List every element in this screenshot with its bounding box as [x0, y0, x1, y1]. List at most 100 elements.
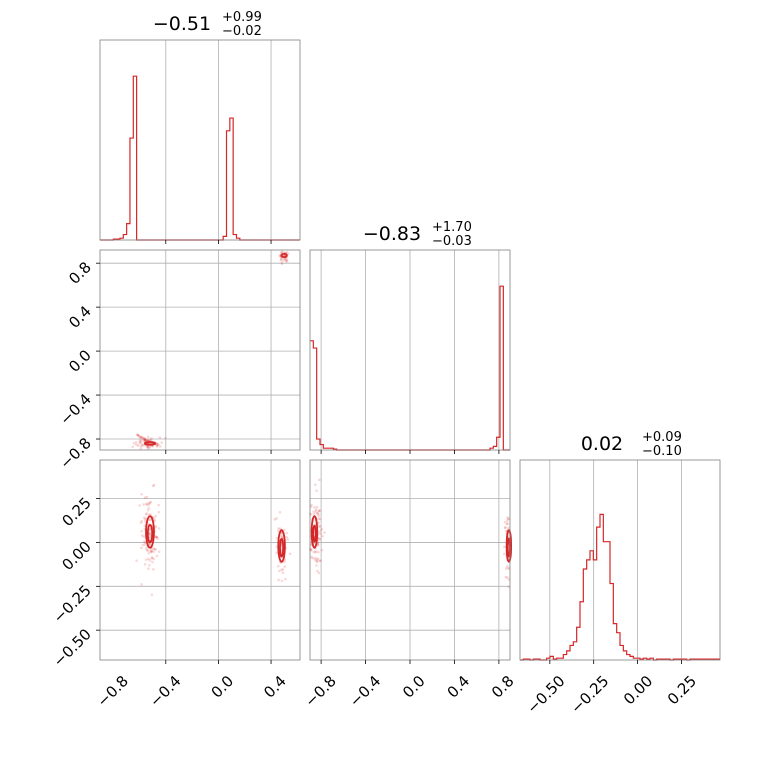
x-tick-label: 0.8: [488, 672, 518, 702]
scatter-point: [504, 529, 508, 533]
scatter-point: [315, 560, 318, 563]
scatter-point: [507, 566, 510, 570]
scatter-point: [280, 568, 283, 572]
panel-frame: [99, 249, 301, 451]
scatter-point: [280, 579, 284, 583]
scatter-point: [309, 548, 313, 552]
scatter-point: [310, 555, 313, 559]
x-tick-label: 0.00: [620, 672, 656, 708]
panel-title-lower-error: −0.10: [642, 444, 682, 459]
scatter-point: [143, 563, 147, 566]
scatter-point: [157, 510, 161, 514]
scatter-point: [146, 445, 149, 448]
scatter-point: [285, 258, 289, 262]
scatter-point: [502, 552, 506, 556]
x-tick-label: 0.4: [260, 672, 290, 702]
scatter-point: [285, 259, 289, 263]
scatter-point: [283, 565, 287, 568]
density-contour: [280, 252, 288, 259]
panel-title-lower-error: −0.02: [222, 24, 262, 39]
scatter-point: [321, 534, 324, 538]
scatter-point: [320, 527, 324, 531]
scatter-point: [152, 547, 155, 551]
scatter-point: [149, 438, 153, 442]
scatter-point: [138, 504, 141, 507]
scatter-point: [319, 529, 323, 532]
scatter-point: [145, 445, 149, 448]
scatter-point: [158, 445, 162, 448]
scatter-point: [320, 548, 324, 552]
scatter-point: [143, 437, 147, 441]
y-tick-label: −0.25: [50, 581, 95, 626]
scatter-point: [145, 503, 149, 507]
panel-title-median: −0.51: [153, 13, 211, 35]
scatter-point: [281, 568, 285, 571]
scatter-point: [506, 516, 509, 519]
density-contour: [310, 515, 319, 549]
panel-frame: [99, 39, 301, 241]
scatter-point: [506, 522, 510, 525]
scatter-point: [142, 436, 146, 440]
scatter-point: [150, 556, 154, 559]
scatter-point: [288, 552, 292, 556]
scatter-point: [503, 545, 506, 549]
scatter-point: [310, 547, 313, 551]
scatter-point: [146, 447, 150, 450]
scatter-point: [138, 440, 142, 443]
scatter-point: [150, 549, 154, 553]
scatter-point: [154, 535, 158, 539]
scatter-point: [505, 519, 509, 523]
scatter-point: [317, 509, 321, 513]
scatter-point: [316, 560, 319, 563]
scatter-point: [315, 511, 318, 515]
scatter-point: [280, 258, 283, 261]
scatter-point: [277, 564, 280, 568]
scatter-point: [506, 517, 510, 521]
scatter-point: [317, 521, 320, 524]
panel-title-median: −0.83: [363, 223, 421, 245]
scatter-point: [313, 550, 317, 554]
scatter-point: [164, 436, 167, 440]
scatter-point: [284, 577, 287, 581]
scatter-point: [504, 575, 508, 579]
scatter-point: [145, 548, 149, 552]
scatter-point: [318, 517, 322, 521]
scatter-point: [147, 503, 151, 506]
scatter-point: [143, 518, 147, 521]
panel-scatter-p2-p3: −0.8 −0.4 0.0 0.4 0.8: [301, 459, 518, 711]
panel-frame: [519, 459, 721, 661]
y-tick-label: −0.50: [50, 625, 95, 670]
x-tick-label: −0.4: [146, 672, 184, 710]
scatter-point: [318, 525, 321, 528]
scatter-point: [142, 535, 146, 538]
scatter-point: [151, 560, 154, 564]
scatter-point: [139, 521, 143, 524]
density-contour: [143, 441, 157, 446]
y-tick-label: 0.4: [65, 302, 95, 332]
scatter-point: [150, 437, 153, 440]
scatter-point: [503, 526, 507, 529]
scatter-point: [146, 508, 150, 512]
density-contour: [277, 529, 286, 563]
scatter-point: [314, 483, 317, 486]
scatter-point: [139, 447, 143, 450]
y-tick-label: −0.4: [56, 390, 94, 428]
scatter-point: [153, 518, 156, 521]
scatter-point: [148, 563, 151, 567]
panel-hist-p1: −0.51 +0.99−0.02: [99, 10, 301, 244]
scatter-point: [309, 513, 312, 516]
scatter-point: [318, 559, 322, 563]
scatter-point: [282, 528, 286, 532]
scatter-point: [280, 535, 284, 539]
scatter-point: [280, 250, 284, 253]
scatter-point: [148, 535, 151, 539]
scatter-point: [150, 550, 153, 554]
panel-title-upper-error: +0.99: [222, 10, 262, 25]
scatter-point: [507, 585, 511, 589]
scatter-point: [142, 516, 146, 520]
scatter-point: [317, 571, 321, 575]
scatter-point: [504, 567, 508, 570]
scatter-point: [147, 502, 150, 505]
scatter-point: [144, 513, 148, 516]
scatter-point: [143, 439, 146, 442]
